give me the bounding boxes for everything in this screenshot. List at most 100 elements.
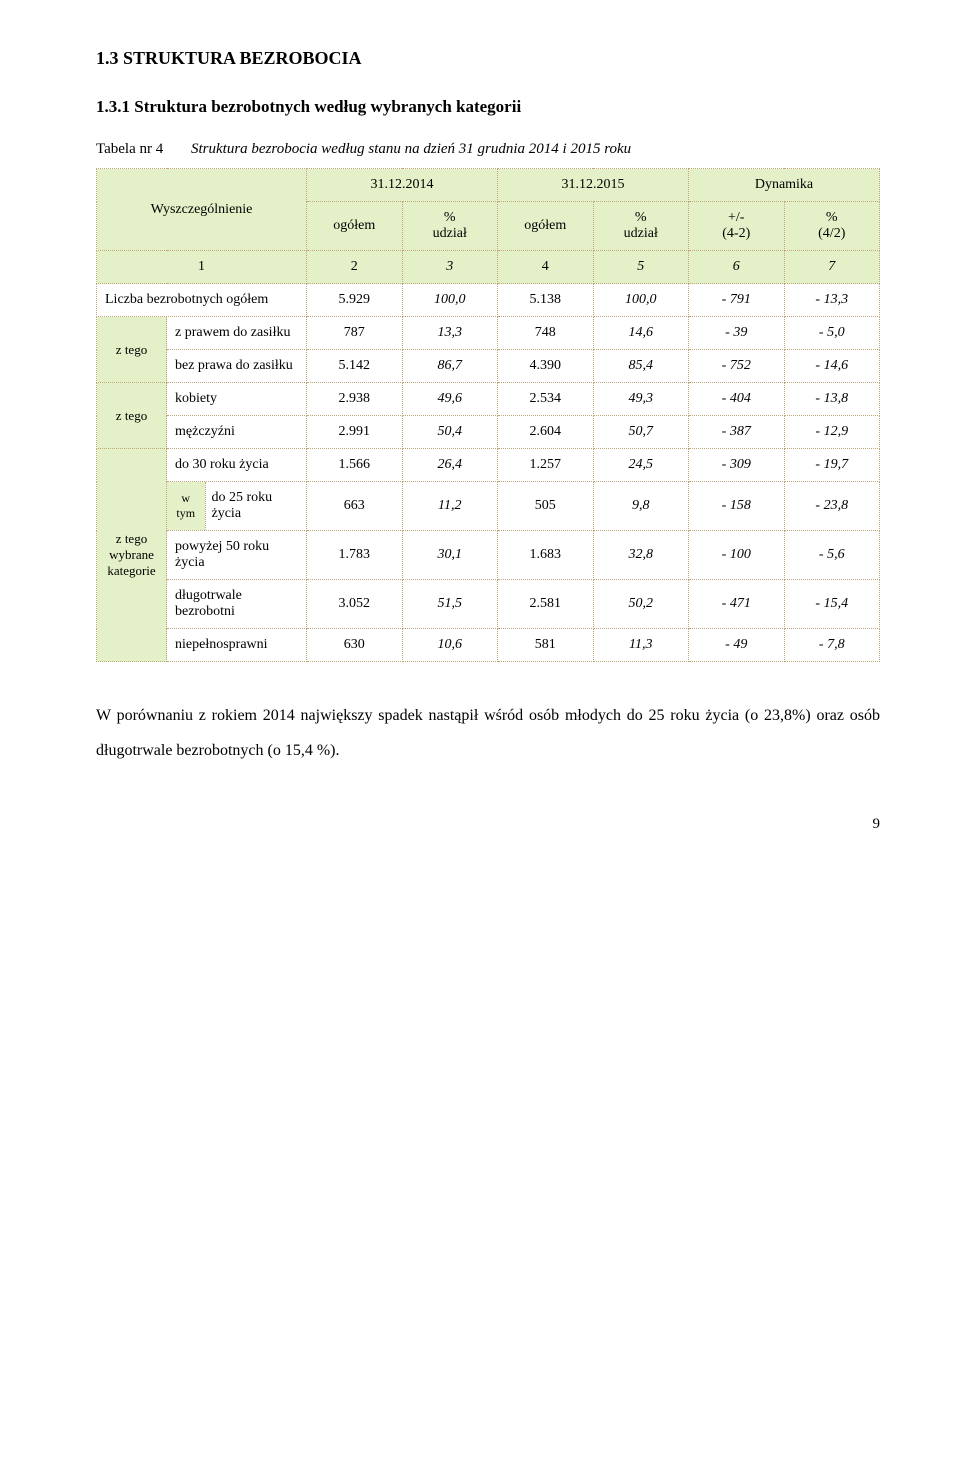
page-number: 9 — [96, 816, 880, 833]
row-total-label: Liczba bezrobotnych ogółem — [97, 284, 307, 317]
colnum-3: 3 — [402, 251, 498, 284]
cell: 1.683 — [498, 531, 594, 580]
cell: 32,8 — [593, 531, 689, 580]
cell: 663 — [307, 482, 403, 531]
cell: - 19,7 — [784, 449, 880, 482]
cell: - 100 — [689, 531, 785, 580]
cell: - 404 — [689, 383, 785, 416]
cell: - 471 — [689, 580, 785, 629]
cell: - 12,9 — [784, 416, 880, 449]
cell: - 23,8 — [784, 482, 880, 531]
footnote-paragraph: W porównaniu z rokiem 2014 największy sp… — [96, 698, 880, 768]
data-table: Wyszczególnienie 31.12.2014 31.12.2015 D… — [96, 168, 880, 662]
cell: 1.257 — [498, 449, 594, 482]
cell: 2.991 — [307, 416, 403, 449]
cell: 505 — [498, 482, 594, 531]
cell: 630 — [307, 629, 403, 662]
cell: 11,3 — [593, 629, 689, 662]
cell: - 49 — [689, 629, 785, 662]
cell: - 7,8 — [784, 629, 880, 662]
row-label: powyżej 50 roku życia — [167, 531, 307, 580]
cell: 51,5 — [402, 580, 498, 629]
cell: 49,3 — [593, 383, 689, 416]
row-label: do 25 roku życia — [205, 482, 306, 530]
cell: 1.783 — [307, 531, 403, 580]
col-ogolem-1: ogółem — [307, 202, 403, 251]
group-wybrane: z tegowybranekategorie — [97, 449, 167, 662]
table-caption: Tabela nr 4 Struktura bezrobocia według … — [96, 141, 880, 158]
cell: 5.138 — [498, 284, 594, 317]
table-caption-text: Struktura bezrobocia według stanu na dzi… — [191, 141, 631, 157]
cell: 50,4 — [402, 416, 498, 449]
colnum-5: 5 — [593, 251, 689, 284]
cell: 86,7 — [402, 350, 498, 383]
cell: 26,4 — [402, 449, 498, 482]
row-label: z prawem do zasiłku — [167, 317, 307, 350]
cell: 2.604 — [498, 416, 594, 449]
row-label: do 30 roku życia — [167, 449, 307, 482]
row-label: bez prawa do zasiłku — [167, 350, 307, 383]
cell: 14,6 — [593, 317, 689, 350]
cell: 5.929 — [307, 284, 403, 317]
row-label: mężczyźni — [167, 416, 307, 449]
cell: 787 — [307, 317, 403, 350]
cell: - 791 — [689, 284, 785, 317]
cell: - 5,6 — [784, 531, 880, 580]
cell: - 158 — [689, 482, 785, 531]
row-label-wtym: wtym do 25 roku życia — [167, 482, 307, 531]
cell: 30,1 — [402, 531, 498, 580]
row-label: kobiety — [167, 383, 307, 416]
colnum-6: 6 — [689, 251, 785, 284]
col-udzial-1: %udział — [402, 202, 498, 251]
cell: 50,2 — [593, 580, 689, 629]
cell: 2.581 — [498, 580, 594, 629]
colnum-1: 1 — [97, 251, 307, 284]
cell: 1.566 — [307, 449, 403, 482]
row-label: niepełnosprawni — [167, 629, 307, 662]
section-heading: 1.3 STRUKTURA BEZROBOCIA — [96, 48, 880, 69]
row-label: długotrwale bezrobotni — [167, 580, 307, 629]
cell: 85,4 — [593, 350, 689, 383]
cell: - 13,3 — [784, 284, 880, 317]
cell: 4.390 — [498, 350, 594, 383]
col-date-2015: 31.12.2015 — [498, 169, 689, 202]
cell: - 309 — [689, 449, 785, 482]
subsection-heading: 1.3.1 Struktura bezrobotnych według wybr… — [96, 97, 880, 117]
cell: - 5,0 — [784, 317, 880, 350]
cell: 11,2 — [402, 482, 498, 531]
group-ztego-2: z tego — [97, 383, 167, 449]
cell: 100,0 — [402, 284, 498, 317]
cell: - 752 — [689, 350, 785, 383]
cell: - 13,8 — [784, 383, 880, 416]
col-ogolem-2: ogółem — [498, 202, 594, 251]
table-caption-number: Tabela nr 4 — [96, 141, 163, 158]
cell: 10,6 — [402, 629, 498, 662]
cell: 24,5 — [593, 449, 689, 482]
col-dynamika: Dynamika — [689, 169, 880, 202]
sub-wtym: wtym — [167, 482, 205, 530]
cell: 2.534 — [498, 383, 594, 416]
col-wyszczegolnienie: Wyszczególnienie — [97, 169, 307, 251]
col-delta: +/-(4-2) — [689, 202, 785, 251]
cell: 3.052 — [307, 580, 403, 629]
cell: 50,7 — [593, 416, 689, 449]
cell: 9,8 — [593, 482, 689, 531]
col-pct: %(4/2) — [784, 202, 880, 251]
cell: 2.938 — [307, 383, 403, 416]
cell: 5.142 — [307, 350, 403, 383]
cell: - 387 — [689, 416, 785, 449]
colnum-7: 7 — [784, 251, 880, 284]
col-date-2014: 31.12.2014 — [307, 169, 498, 202]
cell: 748 — [498, 317, 594, 350]
col-udzial-2: %udział — [593, 202, 689, 251]
cell: 100,0 — [593, 284, 689, 317]
cell: 13,3 — [402, 317, 498, 350]
cell: - 14,6 — [784, 350, 880, 383]
group-ztego-1: z tego — [97, 317, 167, 383]
colnum-4: 4 — [498, 251, 594, 284]
colnum-2: 2 — [307, 251, 403, 284]
cell: - 15,4 — [784, 580, 880, 629]
cell: - 39 — [689, 317, 785, 350]
cell: 49,6 — [402, 383, 498, 416]
cell: 581 — [498, 629, 594, 662]
